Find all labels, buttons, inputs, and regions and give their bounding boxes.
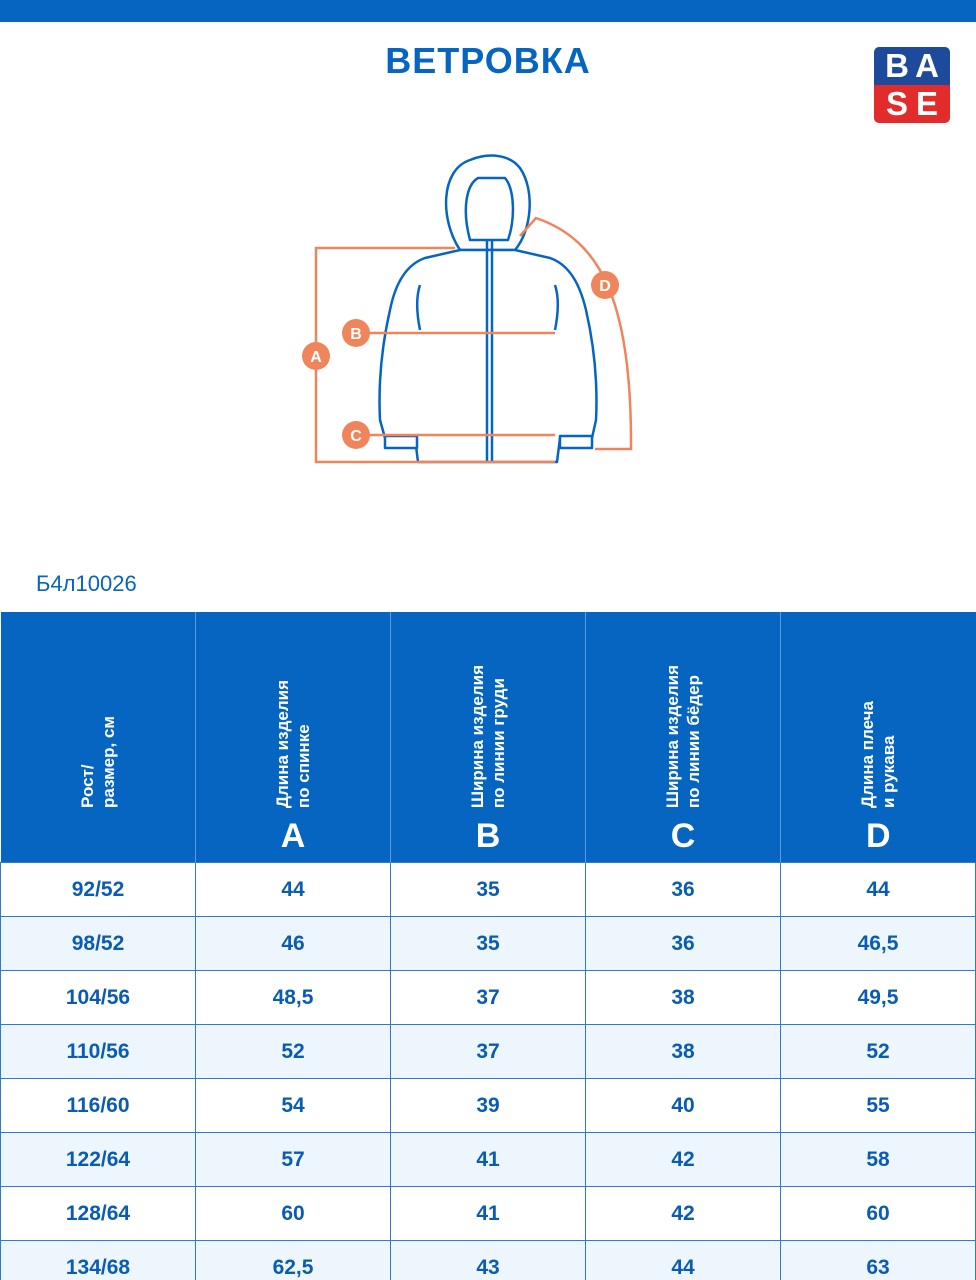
marker-d: D xyxy=(599,278,611,295)
table-cell: 35 xyxy=(390,916,586,971)
table-cell: 37 xyxy=(390,1024,586,1079)
page-title: ВЕТРОВКА xyxy=(385,40,591,81)
table-cell: 46 xyxy=(195,916,391,971)
table-cell: 110/56 xyxy=(0,1024,196,1079)
header-label: Длина изделия по спинке xyxy=(273,679,313,808)
table-cell: 41 xyxy=(390,1186,586,1241)
table-cell: 116/60 xyxy=(0,1078,196,1133)
column-header: Длина плеча и рукава D xyxy=(780,612,976,863)
table-cell: 38 xyxy=(585,1024,781,1079)
jacket-hood-inner xyxy=(464,176,515,242)
table-cell: 52 xyxy=(195,1024,391,1079)
table-cell: 55 xyxy=(780,1078,976,1133)
table-cell: 43 xyxy=(390,1240,586,1280)
table-cell: 41 xyxy=(390,1132,586,1187)
table-cell: 42 xyxy=(585,1132,781,1187)
table-cell: 44 xyxy=(195,862,391,917)
header-letter: A xyxy=(280,817,306,855)
table-cell: 63 xyxy=(780,1240,976,1280)
table-cell: 46,5 xyxy=(780,916,976,971)
table-cell: 98/52 xyxy=(0,916,196,971)
table-cell: 122/64 xyxy=(0,1132,196,1187)
marker-c: C xyxy=(350,428,362,445)
column-header: Ширина изделия по линии бёдер C xyxy=(585,612,781,863)
header-letter: D xyxy=(865,817,891,855)
table-cell: 58 xyxy=(780,1132,976,1187)
jacket-diagram: A B C D xyxy=(302,154,633,464)
table-cell: 38 xyxy=(585,970,781,1025)
table-cell: 37 xyxy=(390,970,586,1025)
column-header: Ширина изделия по линии груди B xyxy=(390,612,586,863)
header-label: Ширина изделия по линии бёдер xyxy=(663,664,703,808)
article-code: Б4л10026 xyxy=(36,571,137,596)
table-row: 104/56 48,5 37 38 49,5 xyxy=(0,970,976,1025)
table-cell: 44 xyxy=(585,1240,781,1280)
table-row: 98/52 46 35 36 46,5 xyxy=(0,916,976,971)
header-label: Рост/ размер, см xyxy=(77,716,118,808)
table-row: 116/60 54 39 40 55 xyxy=(0,1078,976,1133)
column-header: Длина изделия по спинке A xyxy=(195,612,391,863)
table-cell: 57 xyxy=(195,1132,391,1187)
table-cell: 44 xyxy=(780,862,976,917)
table-row: 92/52 44 35 36 44 xyxy=(0,862,976,917)
table-cell: 40 xyxy=(585,1078,781,1133)
table-cell: 134/68 xyxy=(0,1240,196,1280)
table-cell: 49,5 xyxy=(780,970,976,1025)
table-cell: 52 xyxy=(780,1024,976,1079)
column-header: Рост/ размер, см xyxy=(0,612,196,863)
header-label: Ширина изделия по линии груди xyxy=(468,664,508,808)
left-cuff xyxy=(383,434,419,450)
table-cell: 92/52 xyxy=(0,862,196,917)
table-cell: 62,5 xyxy=(195,1240,391,1280)
header-label: Длина плеча и рукава xyxy=(858,700,899,808)
table-cell: 48,5 xyxy=(195,970,391,1025)
table-cell: 36 xyxy=(585,916,781,971)
table-cell: 36 xyxy=(585,862,781,917)
table-cell: 60 xyxy=(780,1186,976,1241)
table-cell: 128/64 xyxy=(0,1186,196,1241)
marker-a: A xyxy=(310,349,322,366)
table-cell: 60 xyxy=(195,1186,391,1241)
header-letter: B xyxy=(475,817,501,855)
top-bar xyxy=(0,0,976,22)
table-cell: 104/56 xyxy=(0,970,196,1025)
table-row: 122/64 57 41 42 58 xyxy=(0,1132,976,1187)
marker-b: B xyxy=(350,326,362,343)
table-cell: 39 xyxy=(390,1078,586,1133)
table-row: 134/68 62,5 43 44 63 xyxy=(0,1240,976,1280)
table-cell: 54 xyxy=(195,1078,391,1133)
table-row: 128/64 60 41 42 60 xyxy=(0,1186,976,1241)
table-cell: 42 xyxy=(585,1186,781,1241)
size-table: Рост/ размер, см Длина изделия по спинке A… xyxy=(0,612,976,1280)
header-letter: C xyxy=(670,817,696,855)
table-row: 110/56 52 37 38 52 xyxy=(0,1024,976,1079)
table-cell: 35 xyxy=(390,862,586,917)
right-cuff xyxy=(558,434,594,450)
